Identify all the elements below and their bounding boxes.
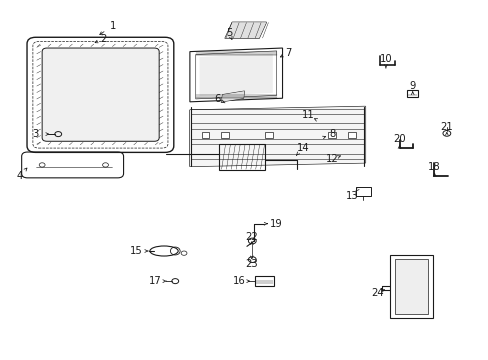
Text: 21: 21 [440,122,452,132]
Circle shape [308,131,316,136]
FancyBboxPatch shape [42,48,159,141]
Text: 20: 20 [392,134,405,144]
Text: 16: 16 [233,276,245,286]
Polygon shape [224,22,266,39]
Bar [255,276,273,286]
Circle shape [272,129,280,134]
Circle shape [256,126,264,132]
Bar [221,132,228,138]
Bar [219,144,265,170]
Bar [347,132,355,138]
Text: 13: 13 [345,191,357,201]
Text: 8: 8 [328,129,335,139]
Text: 5: 5 [225,28,232,38]
Text: 9: 9 [409,81,415,91]
Bar [407,90,417,97]
Text: 19: 19 [269,219,282,229]
Text: 24: 24 [370,288,383,298]
Text: 10: 10 [379,54,391,64]
Circle shape [289,129,297,135]
Bar [328,132,335,138]
Text: 14: 14 [296,143,309,153]
Text: 12: 12 [325,154,338,164]
Text: 17: 17 [148,276,161,286]
Polygon shape [189,107,365,166]
Bar [201,132,209,138]
Bar [355,187,370,196]
Text: 6: 6 [214,94,221,104]
Polygon shape [244,123,351,138]
Bar [264,132,272,138]
Text: 7: 7 [285,48,291,58]
Text: 22: 22 [245,232,258,242]
Text: 15: 15 [130,246,142,256]
Bar [394,259,427,315]
Text: 4: 4 [16,171,22,181]
Polygon shape [221,91,244,102]
Text: 11: 11 [301,111,314,121]
Text: 23: 23 [245,259,258,269]
Text: 3: 3 [33,129,39,139]
Bar [389,255,432,318]
Text: 18: 18 [427,162,440,172]
Text: 2: 2 [100,34,106,44]
Polygon shape [199,54,272,96]
Text: 1: 1 [109,21,116,31]
